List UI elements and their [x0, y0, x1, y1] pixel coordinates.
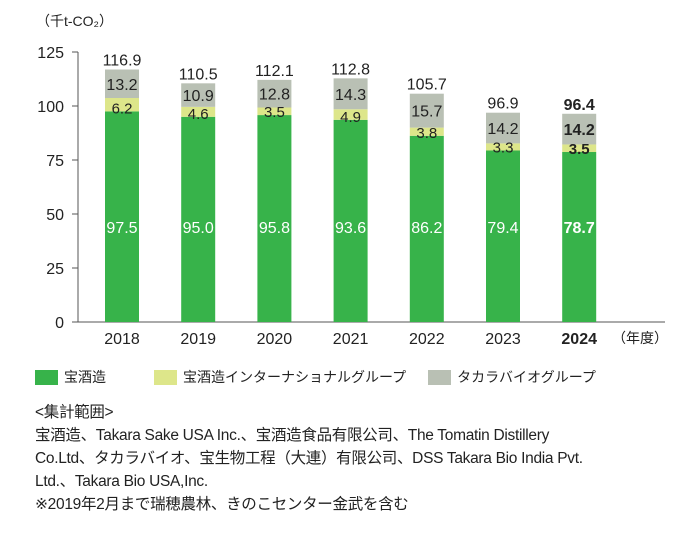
bar-segment-2022-2	[409, 93, 444, 128]
legend-label: タカラバイオグループ	[457, 369, 596, 385]
legend-item: タカラバイオグループ	[428, 367, 596, 387]
data-label: 3.5	[569, 141, 590, 158]
data-label: 3.3	[493, 139, 514, 156]
bar-segment-2018-0	[105, 111, 139, 323]
bar-segment-2022-1	[409, 127, 444, 136]
legend-label: 宝酒造	[64, 369, 106, 385]
x-tick-label: 2018	[104, 331, 140, 348]
bar-segment-2024-0	[562, 152, 597, 322]
total-label: 110.5	[179, 66, 218, 83]
stacked-bar-chart: （千t-CO₂） 0 25 50 75 100 125 97.5 6.2 13.2 116.9 201…	[36, 13, 668, 348]
total-label: 112.8	[331, 61, 370, 78]
bar-segment-2024-2	[562, 113, 597, 145]
bar-segment-2021-0	[333, 119, 368, 322]
bar-segment-2021-1	[333, 109, 368, 120]
data-label: 4.6	[188, 106, 209, 123]
x-tick-label: 2024	[561, 331, 597, 348]
bar-segment-2022-0	[409, 135, 444, 322]
total-label: 96.4	[564, 97, 595, 114]
y-tick-label: 50	[46, 207, 64, 224]
total-label: 112.1	[255, 63, 294, 80]
total-label: 96.9	[487, 96, 518, 113]
bar-segment-2020-1	[257, 107, 292, 116]
x-tick-label: 2021	[333, 331, 369, 348]
legend-item: 宝酒造インターナショナルグループ	[154, 367, 406, 387]
total-label: 116.9	[103, 52, 142, 69]
data-label: 14.2	[564, 122, 595, 139]
notes-line: Co.Ltd、タカラバイオ、宝生物工程（大連）有限公司、DSS Takara B…	[35, 450, 583, 467]
data-label: 14.2	[487, 121, 518, 138]
data-label: 10.9	[183, 88, 214, 105]
bar-segment-2023-2	[486, 112, 520, 144]
legend-label: 宝酒造インターナショナルグループ	[183, 369, 407, 385]
bar-segment-2023-1	[486, 143, 520, 151]
data-label: 93.6	[335, 220, 366, 237]
legend: 宝酒造 宝酒造インターナショナルグループ タカラバイオグループ	[35, 367, 618, 387]
bar-segment-2020-0	[257, 115, 292, 323]
data-label: 4.9	[340, 109, 361, 126]
notes-line: Ltd.、Takara Bio USA,Inc.	[35, 473, 208, 490]
legend-swatch-2	[428, 369, 452, 385]
data-label: 12.8	[259, 87, 290, 104]
bar-segment-2019-2	[181, 83, 216, 107]
x-tick-label: 2020	[257, 331, 293, 348]
notes-heading: <集計範囲>	[35, 404, 114, 421]
bar-segment-2023-0	[486, 150, 520, 322]
bar-segment-2024-1	[562, 144, 597, 153]
legend-item: 宝酒造	[35, 367, 106, 387]
bar-segment-2018-1	[105, 98, 139, 112]
data-label: 78.7	[564, 220, 595, 237]
data-label: 13.2	[106, 77, 137, 94]
total-label: 105.7	[407, 77, 447, 94]
data-label: 14.3	[335, 87, 366, 104]
data-label: 6.2	[112, 100, 133, 117]
bar-segment-2019-0	[181, 116, 216, 322]
notes-line: 宝酒造、Takara Sake USA Inc.、宝酒造食品有限公司、The T…	[35, 427, 550, 444]
data-label: 86.2	[411, 220, 442, 237]
x-tick-label: 2023	[485, 331, 521, 348]
y-tick-label: 125	[37, 45, 64, 62]
bar-segment-2021-2	[333, 78, 368, 110]
x-tick-label: 2022	[409, 331, 445, 348]
bar-segment-2018-2	[105, 69, 139, 99]
data-label: 15.7	[411, 104, 442, 121]
data-label: 3.5	[264, 104, 285, 121]
unit-label: （千t-CO₂）	[36, 13, 113, 29]
y-tick-label: 0	[55, 315, 64, 332]
y-tick-label: 75	[46, 153, 64, 170]
legend-swatch-0	[35, 369, 58, 385]
y-tick-label: 25	[46, 261, 64, 278]
data-label: 79.4	[487, 220, 518, 237]
data-label: 97.5	[106, 220, 137, 237]
notes-line: ※2019年2月まで瑞穂農林、きのこセンター金武を含む	[35, 496, 409, 513]
x-tick-label: 2019	[180, 331, 216, 348]
data-label: 95.0	[183, 220, 214, 237]
bar-segment-2020-2	[257, 79, 292, 108]
y-tick-label: 100	[37, 99, 64, 116]
data-label: 95.8	[259, 220, 290, 237]
data-label: 3.8	[416, 125, 437, 142]
legend-swatch-1	[154, 369, 177, 385]
bar-segment-2019-1	[181, 106, 216, 117]
scope-notes: <集計範囲> 宝酒造、Takara Sake USA Inc.、宝酒造食品有限公…	[35, 401, 583, 516]
x-suffix-label: （年度）	[612, 330, 668, 346]
